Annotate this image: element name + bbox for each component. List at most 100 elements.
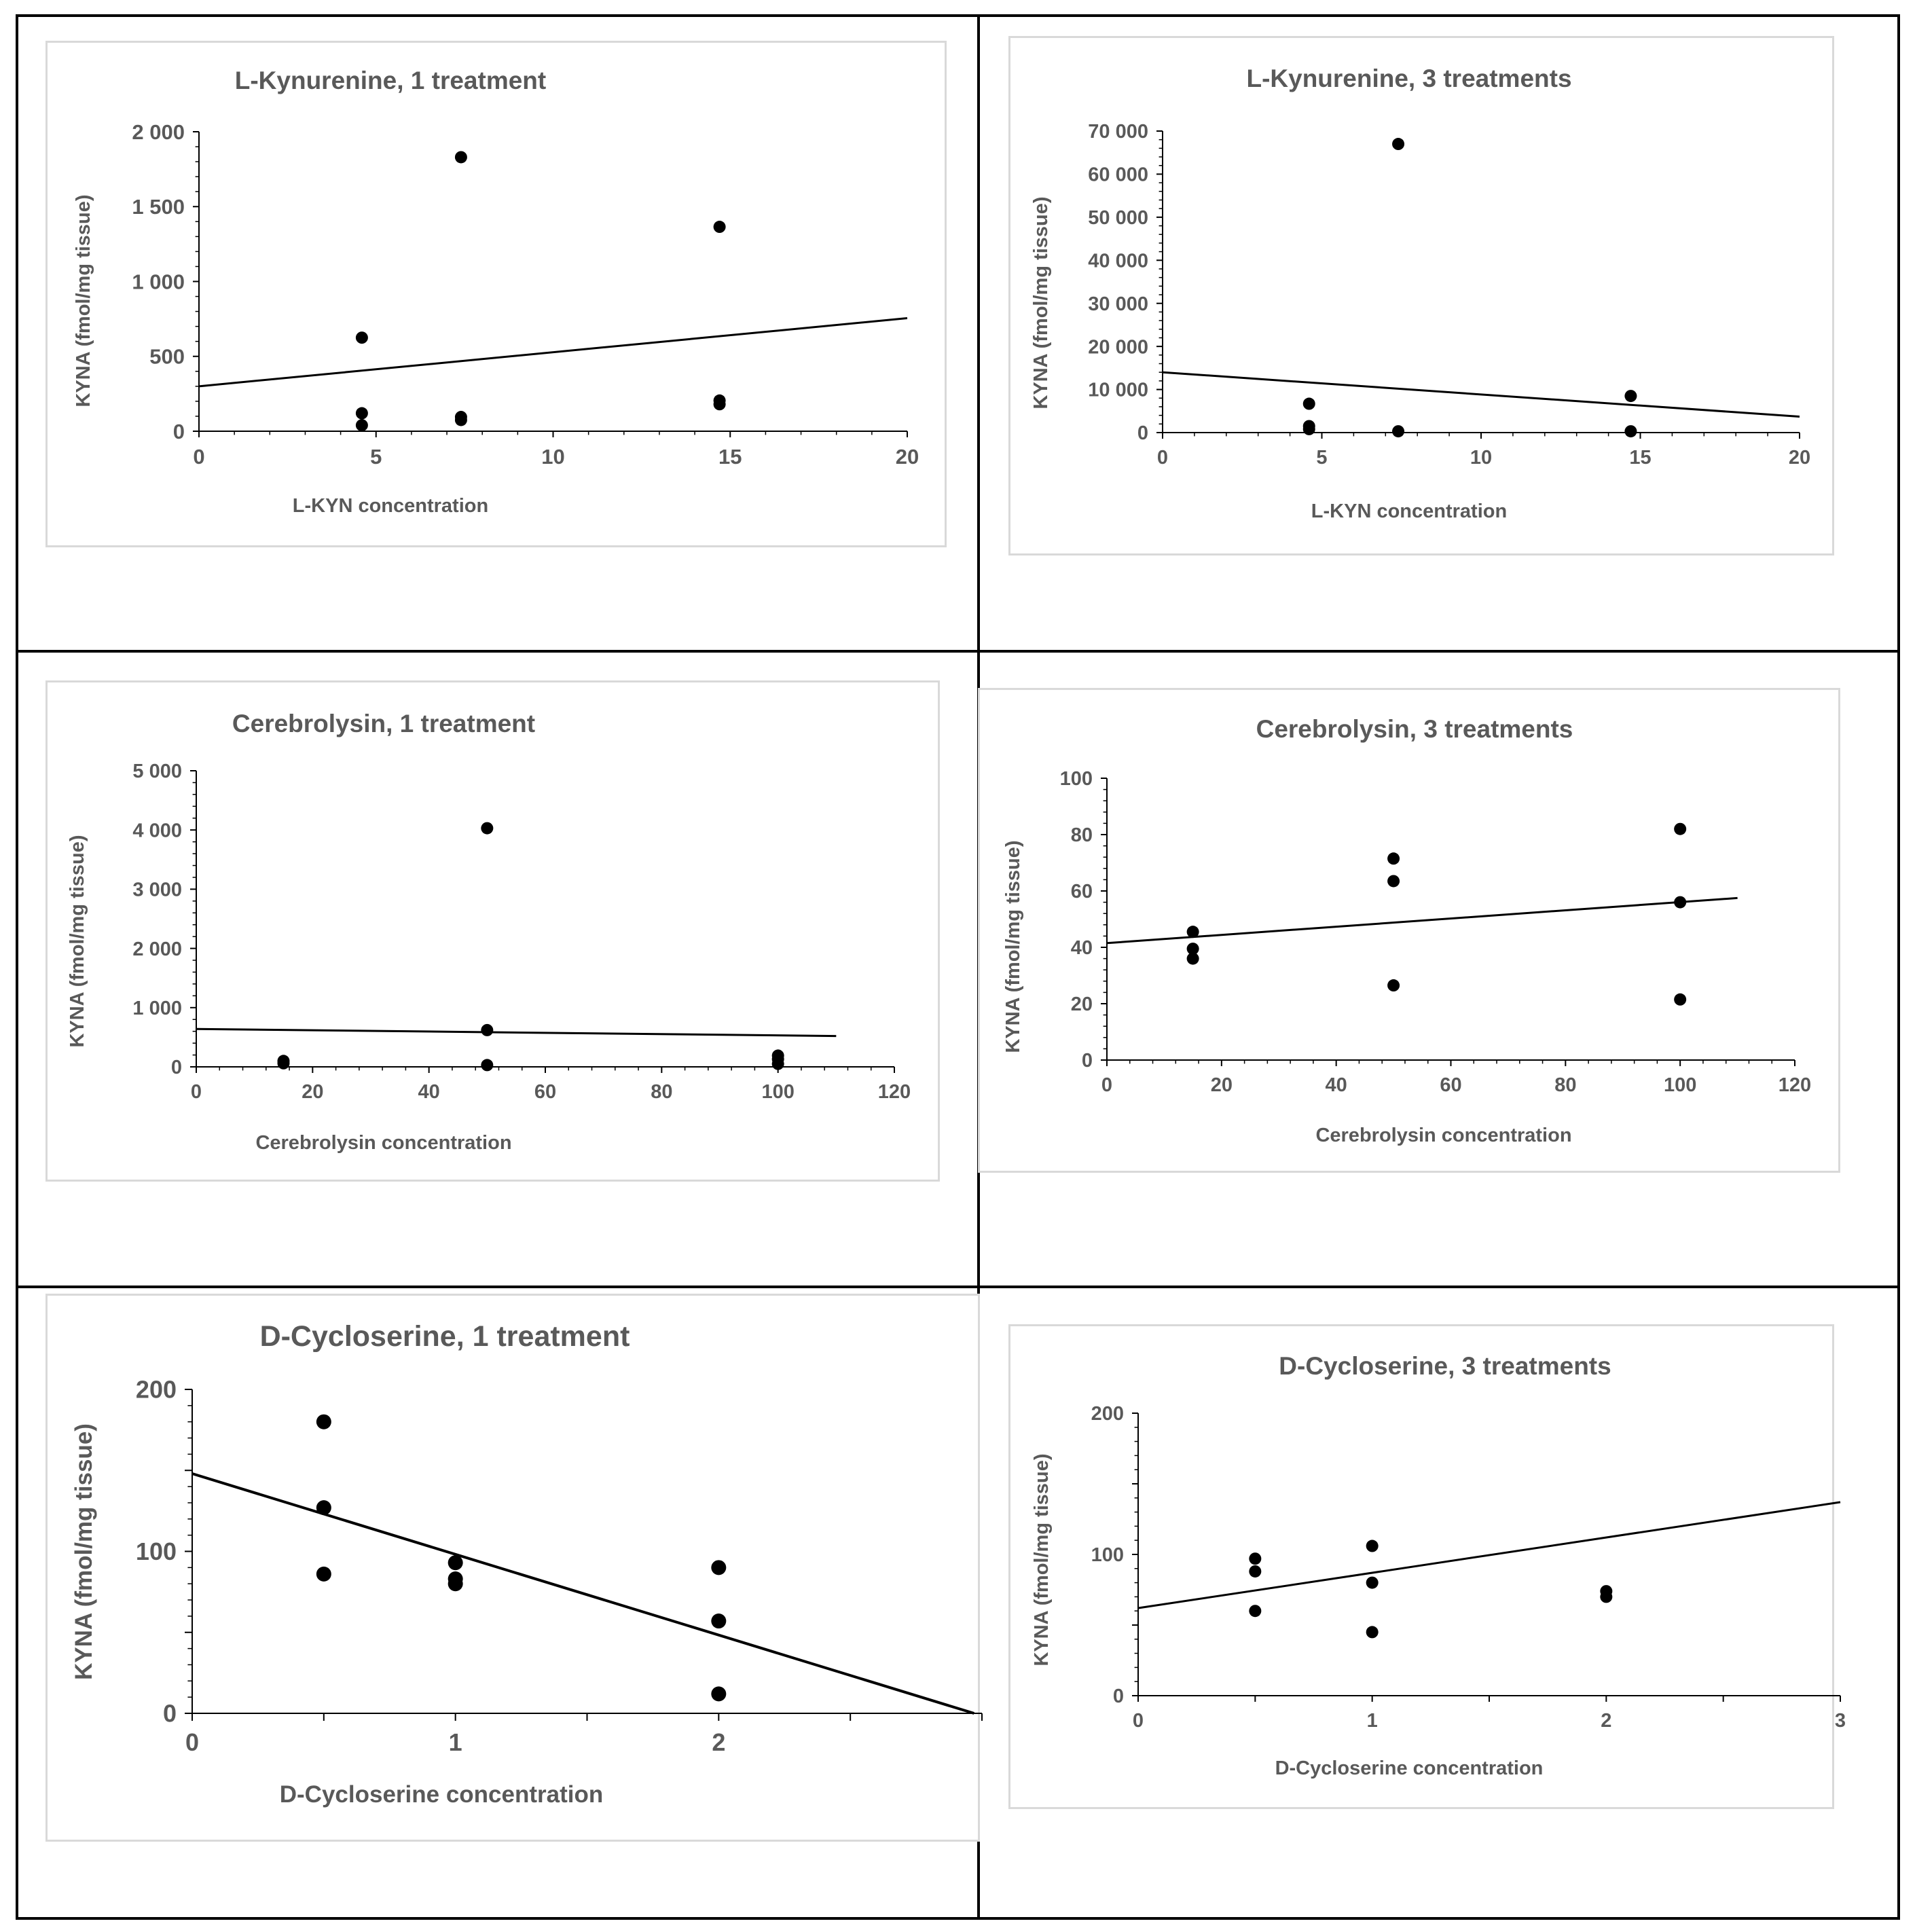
chart-svg: D-Cycloserine, 3 treatments D-Cycloserin…: [1031, 1352, 1846, 1779]
y-tick-label: 0: [173, 420, 185, 443]
x-tick-label: 80: [1554, 1074, 1576, 1096]
y-axis-label: KYNA (fmol/mg tissue): [73, 194, 94, 407]
y-tick-label: 40 000: [1088, 250, 1148, 272]
x-tick-label: 0: [1101, 1074, 1112, 1096]
y-tick-label: 40: [1071, 937, 1093, 959]
x-tick-label: 40: [418, 1081, 440, 1103]
x-tick-label: 0: [1133, 1710, 1144, 1732]
chart-title: L-Kynurenine, 1 treatment: [235, 67, 546, 94]
data-point: [1674, 993, 1687, 1006]
y-tick-label: 2 000: [132, 938, 182, 960]
x-tick-label: 100: [1664, 1074, 1696, 1096]
data-point: [1392, 425, 1405, 438]
x-tick-label: 2: [712, 1728, 725, 1756]
y-tick-label: 60 000: [1088, 164, 1148, 186]
data-point: [1387, 875, 1400, 888]
y-tick-label: 0: [1082, 1050, 1093, 1072]
y-tick-label: 2 000: [132, 120, 185, 144]
data-point: [481, 1023, 494, 1036]
chart-svg: D-Cycloserine, 1 treatment D-Cycloserine…: [71, 1320, 983, 1808]
y-tick-label: 20: [1071, 994, 1093, 1015]
x-tick-label: 20: [896, 445, 919, 469]
data-point: [711, 1686, 727, 1702]
x-axis-label: D-Cycloserine concentration: [1275, 1757, 1544, 1779]
chart-svg: L-Kynurenine, 1 treatment L-KYN concentr…: [73, 67, 919, 517]
data-point: [1186, 952, 1199, 965]
y-tick-label: 0: [171, 1057, 182, 1078]
x-tick-label: 60: [534, 1081, 556, 1103]
x-axis-label: L-KYN concentration: [293, 495, 488, 517]
data-point: [355, 419, 368, 432]
data-point: [316, 1500, 331, 1516]
data-point: [316, 1414, 331, 1429]
y-tick-label: 100: [1091, 1544, 1124, 1566]
data-point: [771, 1057, 784, 1070]
y-tick-label: 100: [1060, 768, 1093, 790]
y-tick-label: 1 000: [132, 270, 185, 293]
y-tick-label: 200: [136, 1376, 177, 1404]
y-axis-label: KYNA (fmol/mg tissue): [1002, 840, 1024, 1053]
data-point: [448, 1555, 463, 1571]
data-point: [1186, 943, 1199, 955]
x-tick-label: 0: [191, 1081, 202, 1103]
data-point: [1249, 1552, 1262, 1565]
data-point: [1624, 390, 1637, 403]
x-tick-label: 0: [185, 1728, 199, 1756]
data-point: [1249, 1605, 1262, 1618]
data-point: [277, 1057, 290, 1070]
y-tick-label: 0: [163, 1700, 177, 1728]
chart-title: D-Cycloserine, 1 treatment: [260, 1320, 630, 1353]
y-tick-label: 30 000: [1088, 293, 1148, 315]
data-point: [1674, 896, 1687, 909]
y-axis-label: KYNA (fmol/mg tissue): [1030, 196, 1052, 409]
trendline: [192, 1472, 974, 1715]
y-axis-label: KYNA (fmol/mg tissue): [67, 835, 88, 1047]
y-tick-label: 60: [1071, 881, 1093, 903]
y-tick-label: 100: [136, 1537, 177, 1565]
data-point: [711, 1560, 727, 1575]
y-tick-label: 500: [149, 345, 185, 369]
data-point: [454, 414, 467, 426]
chart-title: Cerebrolysin, 1 treatment: [232, 710, 535, 737]
x-tick-label: 2: [1601, 1710, 1611, 1732]
y-axis-label: KYNA (fmol/mg tissue): [71, 1423, 97, 1680]
data-point: [713, 221, 726, 234]
x-tick-label: 20: [1211, 1074, 1233, 1096]
y-tick-label: 1 500: [132, 195, 185, 219]
x-tick-label: 1: [1367, 1710, 1378, 1732]
y-tick-label: 70 000: [1088, 121, 1148, 143]
data-point: [1392, 138, 1405, 151]
x-tick-label: 1: [449, 1728, 462, 1756]
data-point: [448, 1576, 463, 1592]
chart-title: L-Kynurenine, 3 treatments: [1246, 65, 1571, 92]
data-point: [355, 331, 368, 344]
x-tick-label: 80: [651, 1081, 672, 1103]
x-tick-label: 0: [1157, 447, 1168, 469]
chart-svg: L-Kynurenine, 3 treatments L-KYN concent…: [1030, 65, 1810, 522]
chart-title: D-Cycloserine, 3 treatments: [1279, 1352, 1611, 1380]
data-point: [1387, 979, 1400, 992]
chart-svg: Cerebrolysin, 1 treatment Cerebrolysin c…: [67, 710, 911, 1154]
data-point: [355, 407, 368, 420]
x-axis-label: Cerebrolysin concentration: [255, 1132, 511, 1154]
y-tick-label: 3 000: [132, 879, 182, 901]
data-point: [1624, 425, 1637, 438]
chart-panel-lkyn-3: L-Kynurenine, 3 treatments L-KYN concent…: [1008, 36, 1834, 555]
chart-panel-cerebrolysin-1: Cerebrolysin, 1 treatment Cerebrolysin c…: [45, 680, 940, 1182]
y-tick-label: 200: [1091, 1403, 1124, 1425]
x-tick-label: 120: [878, 1081, 911, 1103]
data-point: [1366, 1576, 1379, 1589]
x-tick-label: 5: [1316, 447, 1327, 469]
outer-border: [16, 14, 1900, 1920]
x-tick-label: 0: [193, 445, 204, 469]
y-tick-label: 20 000: [1088, 336, 1148, 358]
y-tick-label: 5 000: [132, 761, 182, 782]
y-tick-label: 50 000: [1088, 207, 1148, 229]
trendline: [1162, 371, 1800, 418]
data-point: [1302, 422, 1315, 435]
y-tick-label: 80: [1071, 824, 1093, 846]
data-point: [316, 1566, 331, 1582]
x-tick-label: 100: [761, 1081, 794, 1103]
x-tick-label: 3: [1835, 1710, 1846, 1732]
data-point: [481, 822, 494, 835]
